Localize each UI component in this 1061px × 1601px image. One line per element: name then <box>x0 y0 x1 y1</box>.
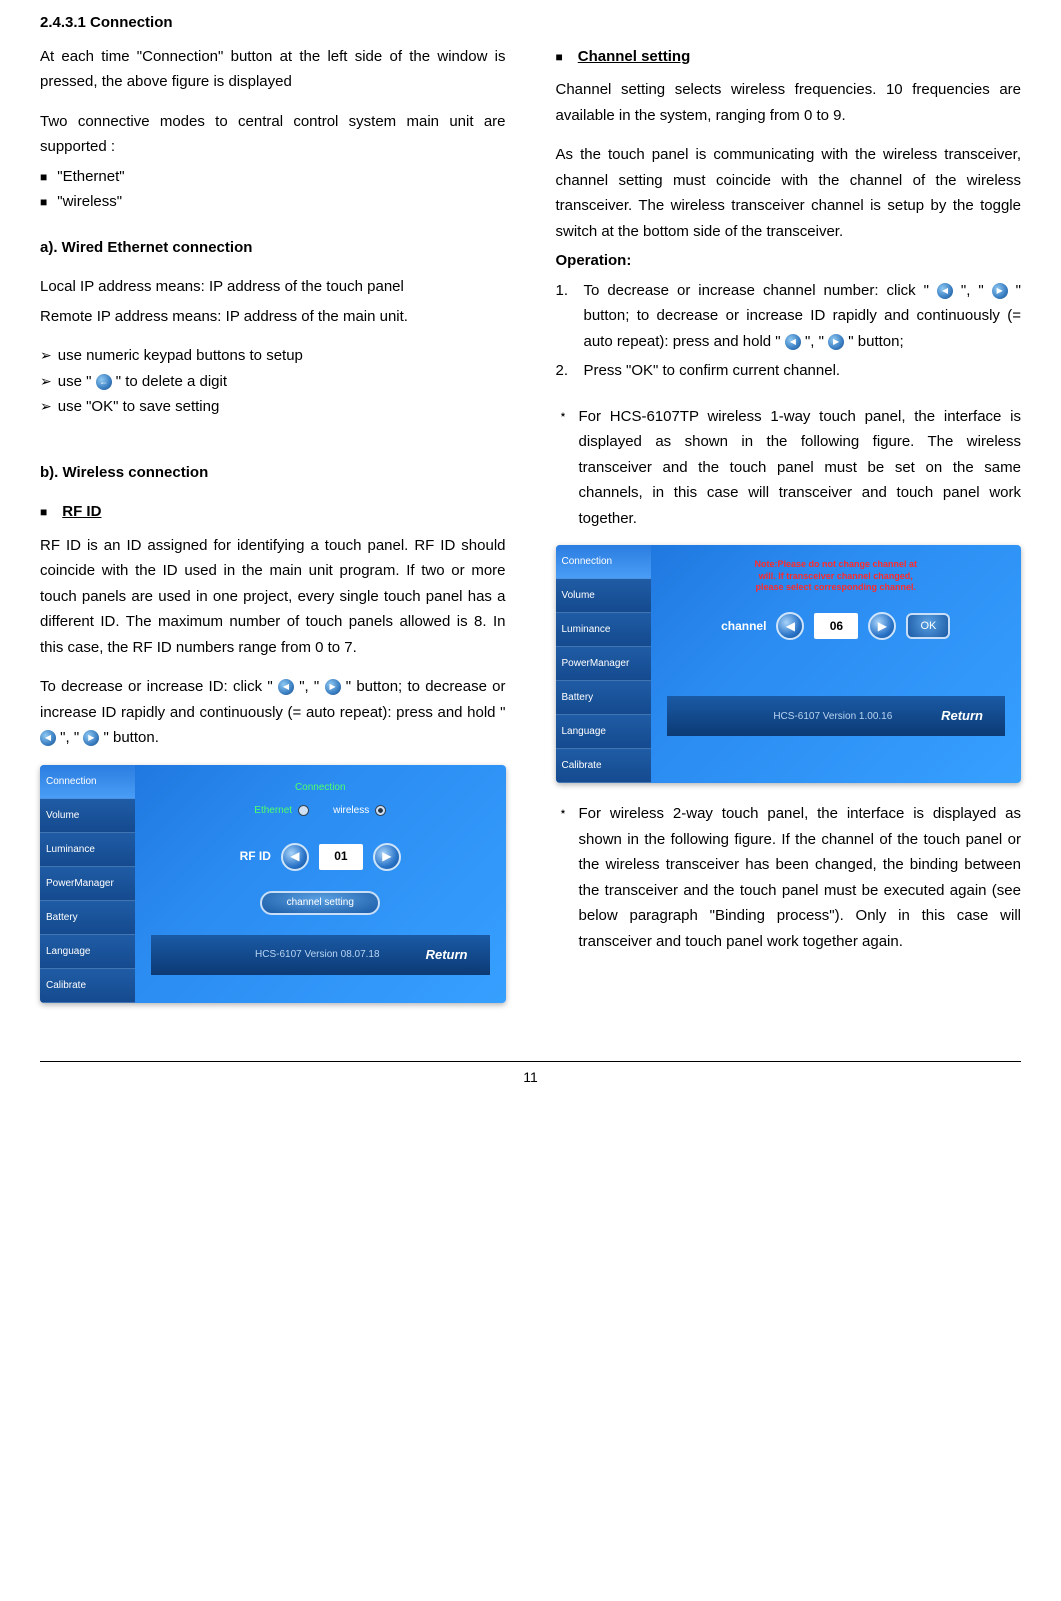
chevron-right-icon <box>40 394 52 420</box>
chset-title: Channel setting <box>578 44 691 70</box>
ss-tab-connection[interactable]: Connection <box>556 545 651 579</box>
ss-increase-button[interactable]: ▶ <box>868 612 896 640</box>
ss-tab-language[interactable]: Language <box>40 935 135 969</box>
intro-1: At each time "Connection" button at the … <box>40 44 506 95</box>
ss-channel-value: 06 <box>814 613 858 639</box>
ss-tab-battery[interactable]: Battery <box>556 681 651 715</box>
ss-opt-wireless[interactable]: wireless <box>333 802 386 819</box>
page-number: 11 <box>523 1069 538 1085</box>
ss-sidebar: Connection Volume Luminance PowerManager… <box>40 765 135 1003</box>
ss-tab-volume[interactable]: Volume <box>556 579 651 613</box>
ss-tab-powermanager[interactable]: PowerManager <box>40 867 135 901</box>
op-2: Press "OK" to confirm current channel. <box>584 358 1022 384</box>
wired-b3: use "OK" to save setting <box>58 394 220 420</box>
ss-channel-label: channel <box>721 616 766 636</box>
ss-tab-volume[interactable]: Volume <box>40 799 135 833</box>
ss-tab-calibrate[interactable]: Calibrate <box>40 969 135 1003</box>
radio-icon <box>298 805 309 816</box>
page-footer: 11 <box>40 1061 1021 1090</box>
rfid-title: RF ID <box>62 499 101 525</box>
delete-icon <box>96 374 112 390</box>
ss-increase-button[interactable]: ▶ <box>373 843 401 871</box>
star-list: For HCS-6107TP wireless 1-way touch pane… <box>556 404 1022 532</box>
modes-list: "Ethernet" "wireless" <box>40 164 506 215</box>
ss-connection-label: Connection <box>151 779 490 796</box>
list-number: 2. <box>556 358 576 384</box>
arrow-right-icon <box>83 730 99 746</box>
operation-list: 1. To decrease or increase channel numbe… <box>556 278 1022 384</box>
wireless-title: b). Wireless connection <box>40 460 506 486</box>
square-bullet-icon <box>40 164 47 190</box>
star-list-2: For wireless 2-way touch panel, the inte… <box>556 801 1022 954</box>
ss-channel-setting-button[interactable]: channel setting <box>260 891 380 915</box>
mode-wireless: "wireless" <box>57 189 122 215</box>
ss-return-button[interactable]: Return <box>414 941 480 969</box>
asterisk-icon <box>556 801 571 954</box>
ss-ok-button[interactable]: OK <box>906 613 950 639</box>
chevron-right-icon <box>40 343 52 369</box>
ss-tab-luminance[interactable]: Luminance <box>556 613 651 647</box>
square-bullet-icon <box>40 189 47 215</box>
ss-tab-connection[interactable]: Connection <box>40 765 135 799</box>
mode-ethernet: "Ethernet" <box>57 164 124 190</box>
arrow-left-icon <box>937 283 953 299</box>
star-1: For HCS-6107TP wireless 1-way touch pane… <box>579 404 1021 532</box>
list-number: 1. <box>556 278 576 355</box>
rfid-sub: RF ID <box>40 499 506 525</box>
ss-tab-calibrate[interactable]: Calibrate <box>556 749 651 783</box>
ss-decrease-button[interactable]: ◀ <box>776 612 804 640</box>
wired-bullets: use numeric keypad buttons to setup use … <box>40 343 506 420</box>
right-column: Channel setting Channel setting selects … <box>556 44 1022 1021</box>
operation-title: Operation: <box>556 248 1022 274</box>
rfid-p1: RF ID is an ID assigned for identifying … <box>40 533 506 661</box>
wired-b1: use numeric keypad buttons to setup <box>58 343 303 369</box>
wired-b2: use " " to delete a digit <box>58 369 227 395</box>
square-bullet-icon <box>40 499 47 525</box>
intro-2: Two connective modes to central control … <box>40 109 506 160</box>
ss-tab-language[interactable]: Language <box>556 715 651 749</box>
ss-version: HCS-6107 Version 1.00.16 <box>713 708 892 725</box>
radio-selected-icon <box>375 805 386 816</box>
left-column: At each time "Connection" button at the … <box>40 44 506 1021</box>
chevron-right-icon <box>40 369 52 395</box>
ss-return-button[interactable]: Return <box>929 702 995 730</box>
arrow-right-icon <box>992 283 1008 299</box>
asterisk-icon <box>556 404 571 532</box>
star-2: For wireless 2-way touch panel, the inte… <box>579 801 1021 954</box>
rfid-p2: To decrease or increase ID: click " ", "… <box>40 674 506 751</box>
ss-sidebar: Connection Volume Luminance PowerManager… <box>556 545 651 783</box>
ss-tab-powermanager[interactable]: PowerManager <box>556 647 651 681</box>
wired-p2: Remote IP address means: IP address of t… <box>40 304 506 330</box>
ss-tab-battery[interactable]: Battery <box>40 901 135 935</box>
screenshot-channel: Connection Volume Luminance PowerManager… <box>556 545 1022 783</box>
ss-tab-luminance[interactable]: Luminance <box>40 833 135 867</box>
chset-sub: Channel setting <box>556 44 1022 70</box>
ss-opt-ethernet[interactable]: Ethernet <box>254 802 309 819</box>
screenshot-rfid: Connection Volume Luminance PowerManager… <box>40 765 506 1003</box>
section-heading: 2.4.3.1 Connection <box>40 10 1021 36</box>
chset-p1: Channel setting selects wireless frequen… <box>556 77 1022 128</box>
arrow-left-icon <box>785 334 801 350</box>
ss-warning-note: Note:Please do not change channel at wil… <box>667 559 1006 594</box>
ss-version: HCS-6107 Version 08.07.18 <box>195 946 380 963</box>
ss-rfid-value: 01 <box>319 844 363 870</box>
arrow-left-icon <box>278 679 294 695</box>
wired-title: a). Wired Ethernet connection <box>40 235 506 261</box>
ss-decrease-button[interactable]: ◀ <box>281 843 309 871</box>
op-1: To decrease or increase channel number: … <box>584 278 1022 355</box>
wired-p1: Local IP address means: IP address of th… <box>40 274 506 300</box>
arrow-right-icon <box>325 679 341 695</box>
square-bullet-icon <box>556 44 563 70</box>
chset-p2: As the touch panel is communicating with… <box>556 142 1022 244</box>
arrow-left-icon <box>40 730 56 746</box>
arrow-right-icon <box>828 334 844 350</box>
ss-rfid-label: RF ID <box>240 846 271 866</box>
